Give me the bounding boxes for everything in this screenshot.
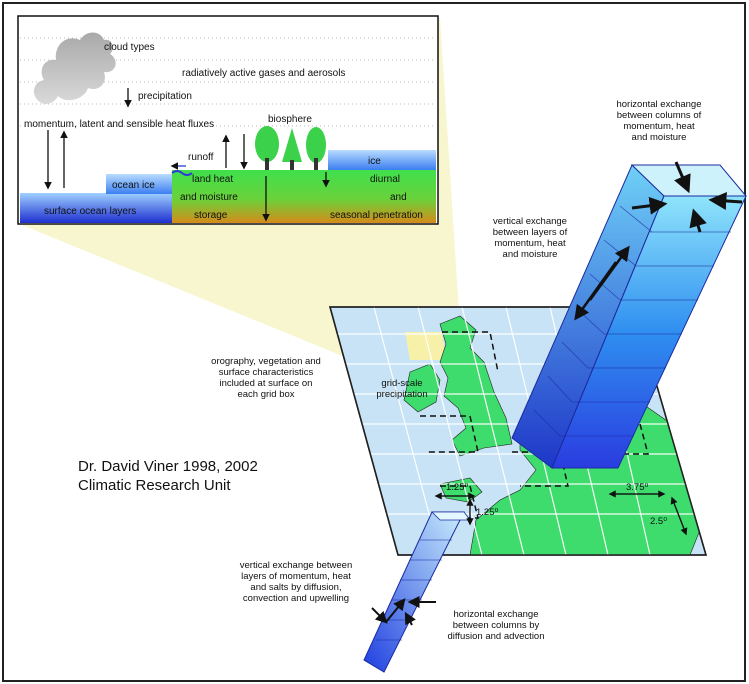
label-precipitation: precipitation [138,91,192,102]
label-ice: ice [368,156,381,167]
credit-org: Climatic Research Unit [78,477,231,494]
label-ocean-horiz-3: diffusion and advection [447,631,544,642]
label-horiz-top-3: momentum, heat [623,121,695,132]
label-fluxes: momentum, latent and sensible heat fluxe… [24,119,214,130]
label-runoff: runoff [188,152,214,163]
label-biosphere: biosphere [268,114,312,125]
cloud-icon [33,32,116,104]
vertical-exchange-arrow-down [574,261,618,321]
label-atm-lat: 2.5⁰ [650,516,667,527]
label-orography-3: included at surface on [220,378,313,389]
label-ocean-vert-4: convection and upwelling [243,593,349,604]
credit-author: Dr. David Viner 1998, 2002 [78,458,258,475]
label-land-heat: land heat [192,174,233,185]
label-vert-top-2: between layers of [493,227,568,238]
label-storage: storage [194,210,228,221]
label-ocean-horiz-1: horizontal exchange [453,609,538,620]
ice-layer [328,150,436,170]
label-diurnal: diurnal [370,174,400,185]
label-ocean-horiz-2: between columns by [453,620,540,631]
inset-panel: cloud types radiatively active gases and… [17,15,439,225]
label-horiz-top-4: and moisture [632,132,687,143]
label-orography-1: orography, vegetation and [211,356,321,367]
label-ocean-vert-1: vertical exchange between [240,560,353,571]
atmosphere-column [511,161,748,469]
label-res-lat: 1.25⁰ [476,507,498,518]
ocean-column [363,511,471,673]
label-ocean-ice: ocean ice [112,180,155,191]
label-vert-top-1: vertical exchange [493,216,567,227]
label-ocean-vert-2: layers of momentum, heat [241,571,351,582]
label-and: and [390,192,407,203]
label-and-moisture: and moisture [180,192,238,203]
label-seasonal: seasonal penetration [330,210,423,221]
runoff-icon [171,170,193,176]
label-gridscale-2: precipitation [376,389,427,400]
label-horiz-top-1: horizontal exchange [616,99,701,110]
label-horiz-top-2: between columns of [617,110,702,121]
ocean-ice-layer [106,174,172,194]
label-surface-ocean: surface ocean layers [44,206,136,217]
label-res-lon: 1.25⁰ [446,482,468,493]
land-layer [172,170,436,223]
label-orography-4: each grid box [237,389,294,400]
label-cloud-types: cloud types [104,42,155,53]
label-gridscale-1: grid-scale [381,378,422,389]
label-atm-lon: 3.75⁰ [626,482,648,493]
surface-ocean-layer [20,193,172,223]
label-orography-2: surface characteristics [219,367,314,378]
label-vert-top-4: and moisture [503,249,558,260]
label-vert-top-3: momentum, heat [494,238,566,249]
label-gases: radiatively active gases and aerosols [182,68,345,79]
label-ocean-vert-3: and salts by diffusion, [250,582,341,593]
tree-icon [255,126,326,170]
